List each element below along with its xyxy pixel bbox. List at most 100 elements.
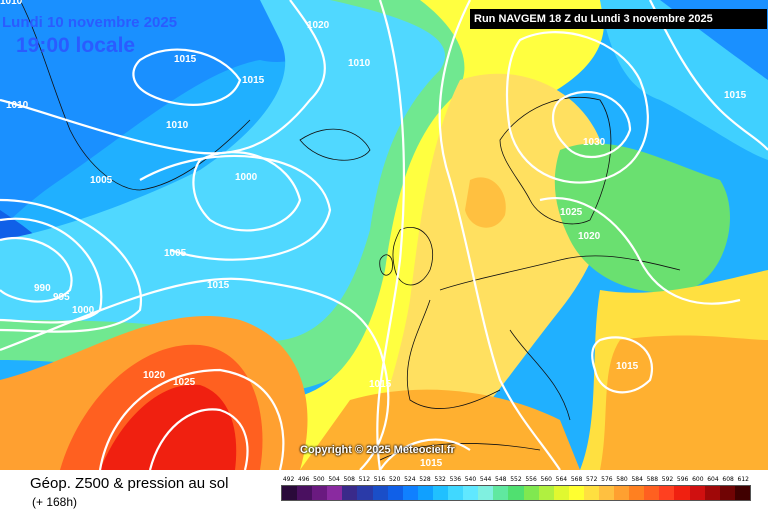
- scale-swatch: [448, 486, 464, 500]
- isobar-1030: [552, 90, 632, 159]
- isobar-995: [0, 217, 103, 324]
- scale-swatch: [327, 486, 343, 500]
- isobar-label: 1015: [724, 90, 747, 101]
- iceland-coast: [299, 128, 371, 161]
- scale-label: 540: [464, 476, 477, 483]
- isobar-label: 1015: [242, 75, 265, 86]
- isobar-label: 1015: [207, 280, 230, 291]
- scale-swatch: [719, 486, 735, 500]
- isobar-1015-e: [591, 336, 653, 394]
- scale-label: 500: [313, 476, 325, 483]
- isobar-1015-s: [379, 438, 471, 470]
- scale-swatch: [538, 486, 554, 500]
- forecast-time: 19:00 locale: [16, 34, 136, 57]
- scale-label: 536: [449, 476, 462, 483]
- isobar-1015: [0, 277, 390, 470]
- scale-label: 612: [737, 476, 749, 483]
- scale-label: 492: [282, 476, 295, 483]
- isobar-1015-ne: [649, 0, 768, 151]
- scale-label: 528: [419, 476, 431, 483]
- isobar-label: 1015: [369, 379, 392, 390]
- isobar-label: 1010: [0, 0, 23, 7]
- color-scale-swatches: [281, 485, 751, 501]
- isobar-label: 1010: [6, 100, 29, 111]
- isobar-1000: [192, 151, 302, 232]
- scale-label: 552: [510, 476, 522, 483]
- isobar-1020-e: [539, 197, 741, 305]
- scale-label: 524: [404, 476, 416, 483]
- isobar-1005: [139, 154, 332, 261]
- scale-swatch: [704, 486, 720, 500]
- scale-swatch: [478, 486, 494, 500]
- model-run-banner: Run NAVGEM 18 Z du Lundi 3 novembre 2025: [470, 9, 767, 29]
- scale-label: 592: [661, 476, 674, 483]
- scale-swatch: [432, 486, 449, 500]
- isobar-label: 1015: [420, 458, 443, 469]
- isobar-990: [0, 237, 73, 303]
- isobar-label: 1000: [72, 305, 95, 316]
- scale-label: 496: [298, 476, 310, 483]
- isobar-label: 1010: [166, 120, 189, 131]
- scale-label: 608: [722, 476, 734, 483]
- weather-map: 1010 1020 1010 1015 1015 1010 1010 1005 …: [0, 0, 768, 470]
- scale-swatch: [644, 486, 660, 500]
- isobar-label: 995: [53, 292, 70, 303]
- greenland-coast: [19, 0, 251, 191]
- scandinavia-coast: [499, 97, 612, 225]
- scale-label: 544: [479, 476, 492, 483]
- copyright-notice: Copyright © 2025 Meteociel.fr: [300, 444, 455, 456]
- europe-coast: [406, 255, 681, 421]
- scale-label: 512: [358, 476, 371, 483]
- scale-swatch: [312, 486, 328, 500]
- isobar-label: 1020: [143, 370, 166, 381]
- scale-swatch: [463, 486, 479, 500]
- scale-swatch: [417, 486, 433, 500]
- cyan-band: [0, 0, 520, 368]
- scale-swatch: [674, 486, 690, 500]
- isobar-1025-n: [505, 31, 649, 184]
- color-scale-labels: 492 496 500 504 508 512 516 520 524 528 532 536 540 5…: [281, 476, 751, 483]
- isobar-label: 990: [34, 283, 51, 294]
- scale-swatch: [568, 486, 584, 500]
- scale-label: 560: [540, 476, 552, 483]
- scale-label: 520: [388, 476, 401, 483]
- scale-swatch: [659, 486, 675, 500]
- scale-label: 604: [707, 476, 719, 483]
- ridge-core: [465, 177, 506, 228]
- isobar-label: 1025: [173, 377, 196, 388]
- scale-swatch: [297, 486, 313, 500]
- ireland-coast: [379, 254, 393, 276]
- scale-label: 572: [585, 476, 598, 483]
- scale-swatch: [523, 486, 539, 500]
- isobar-label: 1015: [616, 361, 639, 372]
- scale-swatch: [357, 486, 373, 500]
- scale-swatch: [689, 486, 705, 500]
- scale-swatch: [402, 486, 418, 500]
- isobar-label: 1000: [235, 172, 258, 183]
- scale-label: 564: [555, 476, 568, 483]
- isobar-1015-c: [376, 0, 405, 470]
- scale-swatch: [734, 486, 750, 500]
- scale-label: 588: [646, 476, 659, 483]
- forecast-date: Lundi 10 novembre 2025: [2, 14, 178, 31]
- isobar-1025: [148, 408, 249, 470]
- scale-label: 556: [525, 476, 537, 483]
- scale-swatch: [614, 486, 630, 500]
- isobar-label: 1005: [90, 175, 113, 186]
- scale-label: 568: [570, 476, 583, 483]
- scale-label: 580: [616, 476, 628, 483]
- south-warm: [300, 389, 580, 470]
- southwest-core: [100, 384, 237, 470]
- green-band: [0, 0, 600, 392]
- isobar-1020-c: [438, 0, 561, 470]
- isobar-label: 1020: [307, 20, 330, 31]
- scale-label: 508: [343, 476, 355, 483]
- isobar-label: 1010: [348, 58, 371, 69]
- isobar-label: 1020: [578, 231, 601, 242]
- scale-swatch: [372, 486, 388, 500]
- legend-bar: Géop. Z500 & pression au sol (+ 168h) 49…: [0, 470, 768, 512]
- isobar-labels: 1010 1020 1010 1015 1015 1010 1010 1005 …: [0, 0, 747, 469]
- lead-time: (+ 168h): [32, 495, 78, 509]
- scale-label: 516: [373, 476, 386, 483]
- southeast-orange: [600, 335, 768, 470]
